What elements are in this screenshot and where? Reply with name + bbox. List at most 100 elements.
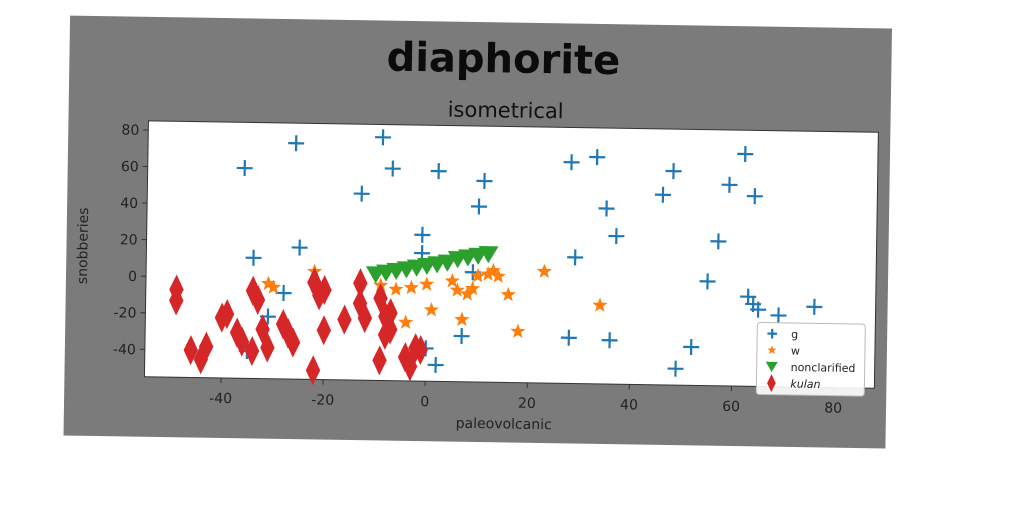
point-g: [654, 186, 671, 203]
point-kulan: [383, 298, 398, 329]
point-w: [480, 266, 496, 281]
series-w: [260, 262, 608, 339]
x-tick-label: 40: [620, 397, 638, 413]
series-kulan: [169, 267, 428, 386]
legend: gw nonclarified kulan: [755, 321, 866, 397]
legend-label-w: w: [791, 344, 800, 357]
y-tick-label: 80: [121, 123, 139, 139]
point-g: [470, 198, 487, 215]
point-g: [353, 185, 370, 202]
point-w: [459, 286, 476, 301]
point-kulan: [260, 332, 275, 363]
point-g: [770, 307, 787, 324]
point-kulan: [373, 283, 388, 314]
legend-label-g: g: [791, 328, 798, 341]
y-tick-label: 60: [121, 159, 139, 175]
point-w: [454, 311, 470, 327]
point-g: [598, 200, 615, 217]
series-g: [236, 129, 823, 377]
point-g: [291, 239, 308, 256]
point-kulan: [397, 342, 413, 373]
point-w: [265, 279, 282, 294]
plot-area: [143, 120, 879, 389]
point-g: [589, 149, 606, 166]
point-g: [430, 163, 447, 180]
y-tick-label: -40: [113, 342, 136, 358]
point-g: [560, 329, 577, 346]
point-w: [490, 268, 506, 283]
point-kulan: [280, 318, 296, 349]
point-g: [236, 160, 253, 177]
point-w: [388, 281, 404, 296]
point-g: [476, 172, 493, 189]
legend-label-kulan: kulan: [790, 377, 820, 390]
legend-label-nonclarified: nonclarified: [791, 361, 856, 375]
x-tick-label: 20: [518, 396, 536, 412]
x-tick-label: 0: [420, 394, 429, 410]
point-g: [750, 301, 767, 318]
chart-title: diaphorite: [386, 35, 620, 85]
point-g: [414, 226, 431, 243]
point-w: [536, 263, 552, 279]
point-g: [601, 332, 618, 349]
legend-box: [755, 321, 866, 397]
axes-layer: -40 -20 0 20 40 60 80 -40 -20 0 20 40 60 80: [113, 123, 842, 417]
point-g: [275, 285, 292, 302]
point-kulan: [352, 288, 368, 319]
point-w: [470, 267, 486, 283]
point-g: [384, 160, 401, 177]
point-g: [806, 298, 823, 315]
x-axis-label: paleovolcanic: [456, 416, 552, 434]
point-kulan: [285, 327, 301, 358]
point-w: [485, 262, 501, 278]
point-kulan: [372, 345, 387, 376]
point-kulan: [229, 317, 245, 348]
point-kulan: [275, 309, 291, 340]
point-w: [510, 323, 526, 339]
y-tick-label: -20: [113, 305, 136, 321]
point-kulan: [413, 335, 428, 366]
point-w: [423, 302, 440, 317]
point-kulan: [250, 284, 266, 315]
y-tick-label: 40: [120, 196, 138, 212]
point-kulan: [234, 326, 250, 357]
point-kulan: [245, 275, 261, 306]
legend-marker-w: [767, 345, 777, 355]
point-kulan: [307, 267, 322, 298]
point-w: [403, 279, 420, 295]
point-g: [683, 338, 700, 356]
point-w: [500, 286, 516, 302]
point-g: [453, 328, 470, 345]
y-axis-label: snobberies: [75, 207, 92, 284]
y-tick-label: 20: [120, 232, 138, 248]
point-g: [567, 249, 584, 266]
point-g: [667, 360, 684, 377]
point-kulan: [337, 304, 352, 335]
point-g: [427, 356, 444, 373]
x-tick-label: -40: [209, 391, 232, 407]
point-g: [721, 176, 738, 193]
y-tick-label: 0: [128, 269, 137, 285]
point-kulan: [183, 335, 199, 366]
point-w: [465, 280, 481, 296]
point-kulan: [198, 331, 214, 362]
point-g: [288, 135, 305, 152]
point-g: [375, 129, 392, 146]
x-tick-label: -20: [311, 392, 334, 408]
point-g: [608, 228, 625, 245]
x-tick-label: 60: [722, 399, 740, 415]
point-g: [737, 145, 754, 163]
point-kulan: [317, 275, 332, 306]
chart-subtitle: isometrical: [448, 98, 564, 124]
point-w: [592, 297, 608, 312]
legend-marker-nonclarified: [765, 361, 778, 373]
point-w: [419, 276, 435, 291]
point-g: [245, 249, 262, 266]
point-kulan: [255, 314, 270, 345]
legend-marker-kulan: [767, 374, 776, 393]
point-kulan: [219, 299, 235, 330]
x-tick-label: 80: [824, 400, 842, 416]
point-kulan: [353, 268, 368, 299]
point-w: [260, 275, 277, 291]
